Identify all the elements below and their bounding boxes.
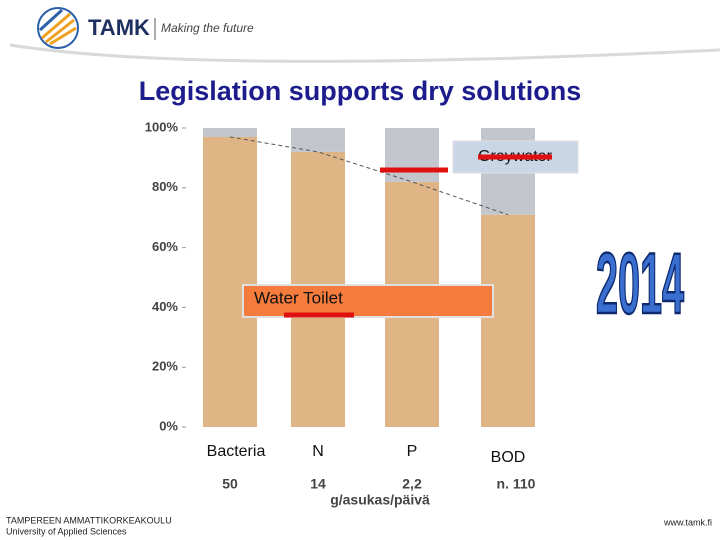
load-value: 14 [310, 476, 326, 492]
bar-segment [291, 128, 345, 152]
footer-subtitle: University of Applied Sciences [6, 526, 127, 536]
bar-segment [385, 128, 439, 182]
x-tick-label: P [407, 443, 418, 460]
category-box [376, 439, 448, 465]
footer-school: TAMPEREEN AMMATTIKORKEAKOULU [6, 515, 172, 525]
water-toilet-box [242, 284, 494, 318]
y-tick-label: 80% [152, 179, 178, 194]
brand: TAMK [88, 15, 150, 40]
category-box [472, 439, 544, 465]
load-value: 2,2 [402, 476, 422, 492]
load-value: 50 [222, 476, 238, 492]
load-unit: g/asukas/päivä [330, 492, 430, 508]
y-tick-label: 40% [152, 299, 178, 314]
water-toilet-label: Water Toilet [254, 288, 343, 307]
load-value: n. 110 [497, 476, 536, 492]
bar-segment [203, 136, 257, 427]
year-badge: 2014 [596, 236, 684, 332]
x-tick-label: Bacteria [207, 443, 266, 460]
logo [37, 7, 79, 49]
x-tick-label: BOD [491, 449, 526, 466]
y-tick-label: 0% [159, 418, 178, 433]
bar-segment [203, 128, 257, 137]
y-tick-label: 100% [145, 119, 179, 134]
slogan: Making the future [161, 21, 254, 35]
bar-segment [481, 214, 535, 427]
footer-url: www.tamk.fi [663, 517, 712, 527]
x-tick-label: N [312, 443, 324, 460]
category-box [194, 439, 266, 465]
header-swoosh [9, 43, 720, 63]
trend-line [229, 136, 509, 216]
chart: 0% 20% 40% 60% 80% 100% Bacteria 50 N 14 P 2,2 BOD n.… [145, 119, 579, 508]
slide-title: Legislation supports dry solutions [139, 76, 582, 106]
y-tick-label: 20% [152, 359, 178, 374]
category-box [282, 439, 354, 465]
y-tick-label: 60% [152, 239, 178, 254]
